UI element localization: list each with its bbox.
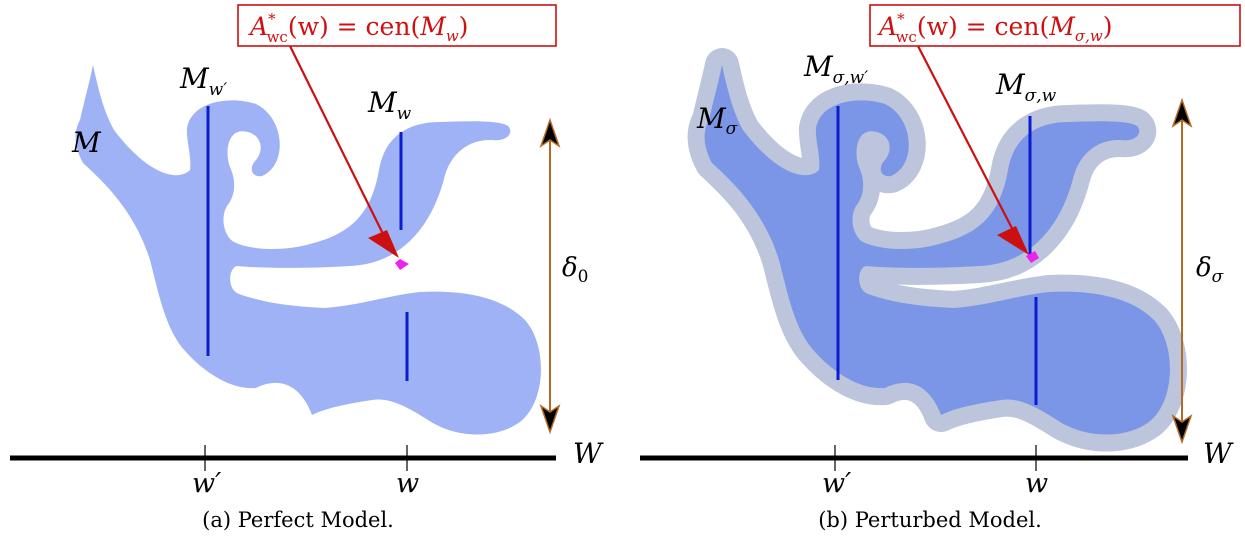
center-point <box>395 259 409 270</box>
panel-a: A* wc(w) = cen(Mw) M Mw′ Mw δ0 W w′ w (a)… <box>10 4 604 532</box>
delta-label: δ0 <box>562 253 588 287</box>
delta-arrowhead-bottom <box>539 404 561 435</box>
slice-right-label-b: Mσ,w <box>995 68 1057 106</box>
formula-box <box>237 4 557 47</box>
axis-label: W <box>573 437 604 470</box>
formula-box-b <box>869 4 1241 47</box>
formula-label-b: A* wc(w) = cen(Mσ,w) <box>877 10 1112 46</box>
panel-b: A* wc(w) = cen(Mσ,w) Mσ Mσ,w′ Mσ,w δσ W w… <box>640 4 1241 532</box>
delta-arrowhead-top <box>539 117 561 148</box>
tick-right-label-b: w <box>1025 468 1048 499</box>
slice-right-label: Mw <box>367 86 412 124</box>
delta-label-b: δσ <box>1196 253 1224 287</box>
caption-b: (b) Perturbed Model. <box>818 508 1042 532</box>
caption-a: (a) Perfect Model. <box>202 508 394 532</box>
tick-right-label: w <box>396 468 419 499</box>
slice-left-label: Mw′ <box>179 62 227 100</box>
tick-left-label: w′ <box>192 468 221 499</box>
set-label-b: Mσ <box>696 102 738 139</box>
set-label: M <box>71 126 102 159</box>
formula-label: A* wc(w) = cen(Mw) <box>248 10 468 46</box>
slice-left-label-b: Mσ,w′ <box>803 50 868 88</box>
delta-arrowhead-top-b <box>1171 97 1193 128</box>
center-point-b <box>1026 251 1039 263</box>
axis-label-b: W <box>1203 437 1234 470</box>
pointer-arrow <box>289 45 387 241</box>
delta-arrowhead-bottom-b <box>1171 414 1193 445</box>
set-m-shape <box>75 65 541 435</box>
pointer-arrowhead-b <box>997 226 1029 255</box>
tick-left-label-b: w′ <box>822 468 851 499</box>
pointer-arrow-b <box>917 45 1017 237</box>
pointer-arrowhead <box>368 230 399 258</box>
